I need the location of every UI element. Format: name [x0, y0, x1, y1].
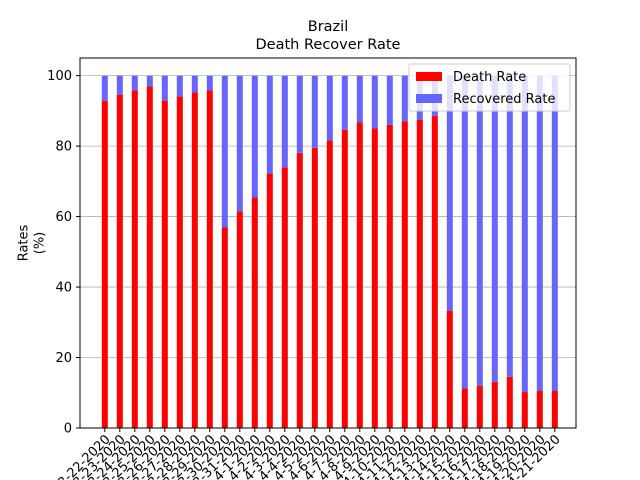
bar-death-rate [281, 167, 288, 428]
bar-recovered-rate [221, 75, 228, 228]
bar-recovered-rate [326, 75, 333, 141]
bar-death-rate [236, 211, 243, 428]
y-axis-label-line: Rates [16, 224, 31, 261]
bar-death-rate [326, 140, 333, 428]
bar-death-rate [161, 100, 168, 428]
bar-recovered-rate [371, 75, 378, 129]
chart-title: Brazil [308, 19, 348, 35]
bar-recovered-rate [341, 75, 348, 130]
bar-recovered-rate [191, 75, 198, 93]
bar-recovered-rate [521, 75, 528, 393]
bar-recovered-rate [251, 75, 258, 198]
bar-recovered-rate [206, 75, 213, 91]
bar-death-rate [266, 173, 273, 428]
y-axis-label-line: (%) [33, 232, 48, 255]
bar-recovered-rate [236, 75, 243, 212]
legend: Death Rate Recovered Rate [408, 63, 571, 112]
bar-recovered-rate [536, 75, 543, 391]
legend-swatch-death [416, 72, 442, 81]
bar-recovered-rate [146, 75, 153, 87]
bar-death-rate [371, 128, 378, 428]
y-axis: 0 20 40 60 80 100 [47, 69, 80, 437]
bar-death-rate [386, 124, 393, 428]
bar-recovered-rate [116, 75, 123, 95]
bar-death-rate [521, 392, 528, 428]
legend-swatch-recovered [416, 94, 442, 103]
bar-death-rate [296, 152, 303, 429]
bar-recovered-rate [386, 75, 393, 125]
bar-death-rate [356, 122, 363, 428]
bar-death-rate [206, 90, 213, 429]
bar-death-rate [176, 96, 183, 429]
bar-death-rate [341, 129, 348, 428]
bar-death-rate [131, 90, 138, 429]
bar-death-rate [401, 121, 408, 428]
bar-recovered-rate [506, 75, 513, 377]
bar-recovered-rate [356, 75, 363, 123]
bar-recovered-rate [551, 75, 558, 391]
chart-subtitle: Death Recover Rate [256, 37, 401, 53]
legend-label-death: Death Rate [453, 70, 526, 85]
bar-recovered-rate [491, 75, 498, 382]
bar-death-rate [461, 388, 468, 428]
bar-death-rate [506, 376, 513, 428]
y-tick-label: 0 [64, 422, 72, 437]
legend-frame [408, 63, 571, 112]
y-tick-label: 40 [55, 281, 72, 296]
bar-death-rate [446, 310, 453, 428]
y-tick-label: 80 [55, 140, 72, 155]
bar-recovered-rate [161, 75, 168, 101]
y-tick-label: 100 [47, 69, 72, 84]
bar-death-rate [416, 119, 423, 429]
bar-recovered-rate [401, 75, 408, 122]
bar-recovered-rate [176, 75, 183, 97]
y-tick-label: 20 [55, 351, 72, 366]
bar-recovered-rate [476, 75, 483, 386]
bar-death-rate [116, 94, 123, 429]
bar-recovered-rate [281, 75, 288, 168]
y-tick-label: 60 [55, 210, 72, 225]
bar-recovered-rate [101, 75, 108, 101]
legend-label-recovered: Recovered Rate [453, 92, 556, 107]
plot-frame [79, 57, 577, 429]
bar-recovered-rate [311, 75, 318, 148]
bar-death-rate [431, 115, 438, 429]
bar-death-rate [191, 92, 198, 429]
bar-death-rate [101, 100, 108, 428]
bar-recovered-rate [446, 75, 453, 311]
bar-death-rate [146, 86, 153, 429]
bar-death-rate [491, 381, 498, 428]
bar-recovered-rate [266, 75, 273, 174]
bar-recovered-rate [461, 75, 468, 389]
y-axis-label: Rates(%) [16, 224, 47, 261]
bar-death-rate [476, 385, 483, 428]
x-axis: 3-22-20203-23-20203-24-20203-25-20203-26… [55, 428, 564, 480]
bar-death-rate [551, 391, 558, 428]
bar-death-rate [251, 197, 258, 428]
bar-death-rate [536, 391, 543, 428]
bar-death-rate [221, 227, 228, 428]
bar-death-rate [311, 147, 318, 428]
bar-group [101, 75, 558, 429]
bar-recovered-rate [296, 75, 303, 153]
bar-recovered-rate [131, 75, 138, 91]
